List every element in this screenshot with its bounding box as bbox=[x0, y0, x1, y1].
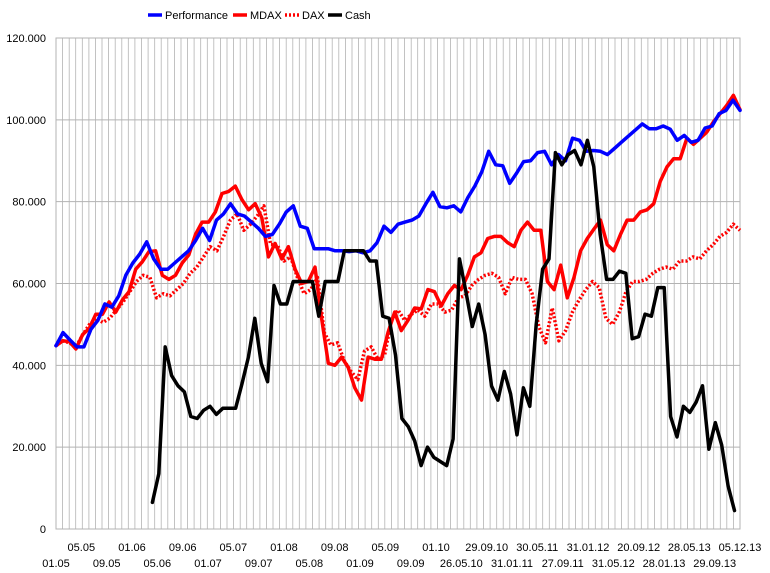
x-axis: 01.05 05.05 09.05 01.06 05.06 09.06 01.07 05.07… bbox=[42, 542, 761, 570]
legend-label-performance: Performance bbox=[165, 10, 228, 22]
x-tick-label: 09.05 bbox=[93, 558, 121, 570]
y-tick-label: 120.000 bbox=[6, 33, 46, 45]
x-tick-label: 20.09.12 bbox=[617, 542, 660, 554]
x-tick-label: 05.12.13 bbox=[719, 542, 762, 554]
x-tick-label: 05.06 bbox=[144, 558, 172, 570]
x-tick-label: 01.07 bbox=[194, 558, 222, 570]
x-tick-label: 05.07 bbox=[220, 542, 248, 554]
x-tick-label: 29.09.13 bbox=[693, 558, 736, 570]
x-tick-label: 09.09 bbox=[397, 558, 425, 570]
x-tick-label: 05.09 bbox=[372, 542, 400, 554]
x-tick-label: 01.06 bbox=[118, 542, 146, 554]
x-tick-label: 27.09.11 bbox=[542, 558, 584, 570]
series-layer bbox=[54, 93, 742, 513]
y-tick-label: 80.000 bbox=[12, 197, 46, 209]
x-tick-label: 05.08 bbox=[296, 558, 324, 570]
x-tick-label: 26.05.10 bbox=[440, 558, 483, 570]
x-tick-label: 09.07 bbox=[245, 558, 273, 570]
x-tick-label: 31.05.12 bbox=[592, 558, 635, 570]
x-tick-label: 31.01.11 bbox=[491, 558, 533, 570]
legend-label-dax: DAX bbox=[302, 10, 325, 22]
y-tick-label: 100.000 bbox=[6, 115, 46, 127]
series-line-cash bbox=[150, 138, 737, 513]
x-tick-label: 01.09 bbox=[346, 558, 374, 570]
x-tick-label: 29.09.10 bbox=[465, 542, 508, 554]
legend: Performance MDAX DAX Cash bbox=[148, 10, 371, 22]
y-tick-label: 60.000 bbox=[12, 279, 46, 291]
series-line-mdax bbox=[54, 93, 742, 402]
x-tick-label: 09.08 bbox=[321, 542, 349, 554]
x-tick-label: 01.10 bbox=[422, 542, 450, 554]
y-axis: 0 20.000 40.000 60.000 80.000 100.000 120.000 bbox=[6, 33, 46, 536]
legend-label-mdax: MDAX bbox=[250, 10, 282, 22]
x-tick-label: 09.06 bbox=[169, 542, 197, 554]
series-line-performance bbox=[54, 98, 742, 349]
x-tick-label: 01.05 bbox=[42, 558, 70, 570]
y-tick-label: 20.000 bbox=[12, 442, 46, 454]
legend-label-cash: Cash bbox=[345, 10, 371, 22]
x-tick-label: 28.05.13 bbox=[668, 542, 711, 554]
x-tick-label: 30.05.11 bbox=[516, 542, 558, 554]
y-tick-label: 40.000 bbox=[12, 360, 46, 372]
series-line-dax bbox=[54, 204, 742, 382]
x-tick-label: 01.08 bbox=[270, 542, 298, 554]
y-tick-label: 0 bbox=[40, 524, 46, 536]
x-tick-label: 28.01.13 bbox=[643, 558, 686, 570]
x-tick-label: 05.05 bbox=[68, 542, 96, 554]
x-tick-label: 31.01.12 bbox=[567, 542, 610, 554]
